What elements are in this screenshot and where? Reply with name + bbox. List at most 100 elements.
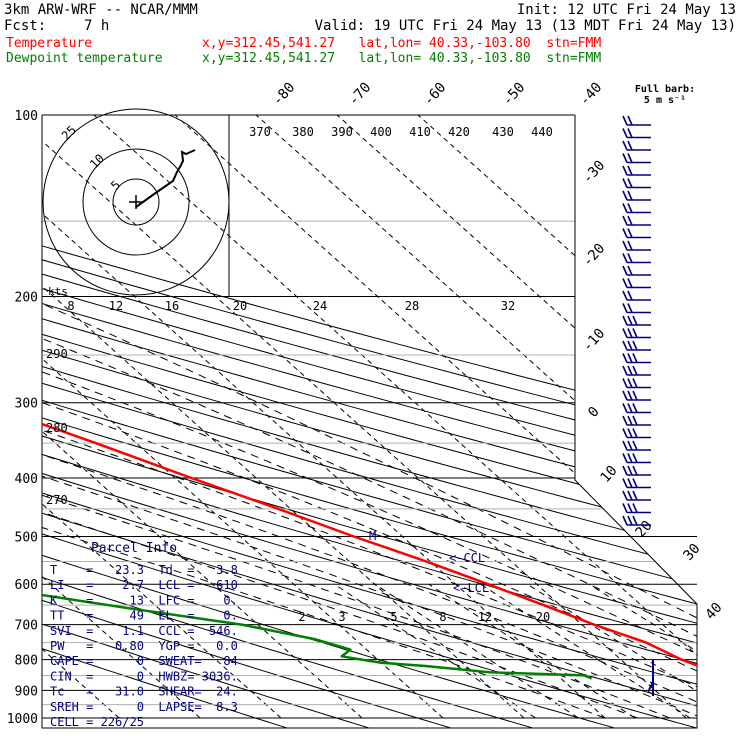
dry-adiabat-line	[42, 115, 697, 728]
wind-barb-feather	[627, 165, 633, 176]
dry-adiabat-line	[42, 115, 543, 728]
mixing-ratio-label: 20	[536, 610, 550, 624]
dry-adiabat-line	[42, 115, 697, 728]
hodograph-trace	[135, 149, 196, 208]
wind-barb-feather	[622, 403, 628, 413]
hodograph-speed-label: 16	[165, 299, 179, 313]
hodograph-ring-label: 25	[59, 123, 79, 143]
wind-barb-feather	[622, 115, 628, 126]
theta-label: 370	[249, 125, 271, 139]
annotations: M <-CCL <-LCL Parcel Info T = 23.3 Td = 3.8L…	[50, 529, 489, 729]
wind-barb-feather	[622, 515, 628, 526]
isotherm-line	[42, 115, 687, 719]
wind-barb-feather	[622, 215, 628, 226]
wind-barb-feather	[622, 203, 628, 213]
pressure-label: 400	[15, 472, 38, 487]
wind-barb-feather	[627, 290, 633, 301]
dry-adiabat-line	[42, 115, 625, 728]
wind-barb-feather	[627, 240, 633, 251]
hodograph-speed-label: 24	[313, 299, 327, 313]
wind-barb-feather	[622, 303, 628, 313]
wind-barb-feather	[627, 453, 633, 463]
mixing-ratio-label: 8	[439, 610, 446, 624]
wind-barb-feather	[622, 415, 628, 426]
wind-barb-feather	[622, 240, 628, 251]
mixing-ratio-line	[428, 583, 636, 719]
wind-barb-feather	[627, 265, 633, 276]
isotherm-label: -60	[421, 80, 450, 110]
isotherm-label: 0	[585, 404, 603, 421]
wind-barb-feather	[622, 178, 628, 188]
wind-barb-feather	[627, 215, 633, 226]
isotherm-line	[417, 115, 697, 719]
wind-barb-feather	[627, 415, 633, 426]
ccl-label: <-CCL	[449, 551, 485, 565]
dry-adiabat-line	[42, 115, 697, 728]
isotherm-label: -50	[500, 80, 529, 110]
wind-barb-feather	[627, 515, 633, 526]
dry-adiabat-line	[42, 115, 697, 728]
wind-barb-feather	[627, 278, 633, 288]
dry-adiabat-line	[42, 115, 697, 728]
dry-adiabat-line	[42, 115, 697, 728]
wind-barb-feather	[627, 428, 633, 438]
wind-barb-feather	[622, 503, 628, 513]
wind-barb-feather	[632, 428, 638, 438]
model-title: 3km ARW-WRF -- NCAR/MMM	[4, 2, 198, 18]
mixing-ratio-line	[480, 583, 691, 719]
wind-barb-feather	[622, 365, 628, 376]
temperature-profile	[42, 115, 697, 680]
surface-wind-barb-feather	[648, 681, 654, 691]
pressure-label: 200	[15, 291, 38, 306]
pressure-label: 600	[15, 578, 38, 593]
hodograph-speed-label: 28	[405, 299, 419, 313]
wind-barb-feather	[627, 190, 633, 201]
hodograph-speed-label: 8	[67, 299, 74, 313]
sounding-profiles	[42, 115, 697, 680]
wind-barb-feather	[627, 115, 633, 126]
dry-adiabat-line	[42, 115, 697, 728]
wind-barb-feather	[622, 253, 628, 263]
valid-time: Valid: 19 UTC Fri 24 May 13 (13 MDT Fri …	[314, 18, 736, 34]
wind-barb-feather	[627, 503, 633, 513]
dry-adiabat-label: 290	[46, 347, 68, 361]
wind-barb-feather	[632, 353, 638, 363]
parcel-info-row: PW = 0.80 YGP = 0.0	[50, 639, 238, 653]
dry-adiabat-line	[42, 115, 697, 728]
dry-adiabat-line	[42, 115, 461, 728]
mixing-ratio-label: 3	[338, 610, 345, 624]
dry-adiabat-line	[42, 115, 697, 728]
mixing-ratio-line	[588, 583, 697, 719]
wind-barb-feather	[622, 165, 628, 176]
dewpoint-location: x,y=312.45,541.27 lat,lon= 40.33,-103.80…	[202, 51, 602, 66]
mixing-ratio-label: 12	[478, 610, 492, 624]
init-time: Init: 12 UTC Fri 24 May 13	[516, 2, 736, 18]
wind-barb-feather	[622, 478, 628, 488]
wind-barb-feather	[622, 290, 628, 301]
wind-barb-feather	[622, 465, 628, 476]
wind-barb-feather	[622, 390, 628, 401]
wind-barb-feather	[627, 253, 633, 263]
parcel-info-row: CELL = 226/25	[50, 715, 144, 729]
isotherm-label: -10	[580, 326, 609, 356]
wind-barb-feather	[627, 228, 633, 238]
wind-barb-feather	[632, 503, 638, 513]
wind-barb-feather	[627, 390, 633, 401]
hodograph-ring-label: 10	[87, 151, 107, 171]
theta-label: 410	[409, 125, 431, 139]
temperature-legend: Temperature	[6, 36, 93, 51]
barb-legend-title: Full barb:	[635, 84, 695, 95]
theta-label: 440	[531, 125, 553, 139]
wind-barb-feather	[622, 278, 628, 288]
isotherm-label: -30	[580, 158, 609, 188]
parcel-info-row: LI = 2.7 LCL = 610	[50, 578, 238, 592]
storm-motion-marker: M	[369, 529, 376, 543]
isotherm-line	[336, 115, 697, 719]
barb-legend-value: 5 m s⁻¹	[644, 95, 686, 106]
isotherm-label: -70	[346, 80, 375, 110]
parcel-info-row: SVI = 1.1 CCL = 546.	[50, 624, 238, 638]
wind-barb-feather	[627, 203, 633, 213]
wind-barb-feather	[632, 315, 638, 326]
